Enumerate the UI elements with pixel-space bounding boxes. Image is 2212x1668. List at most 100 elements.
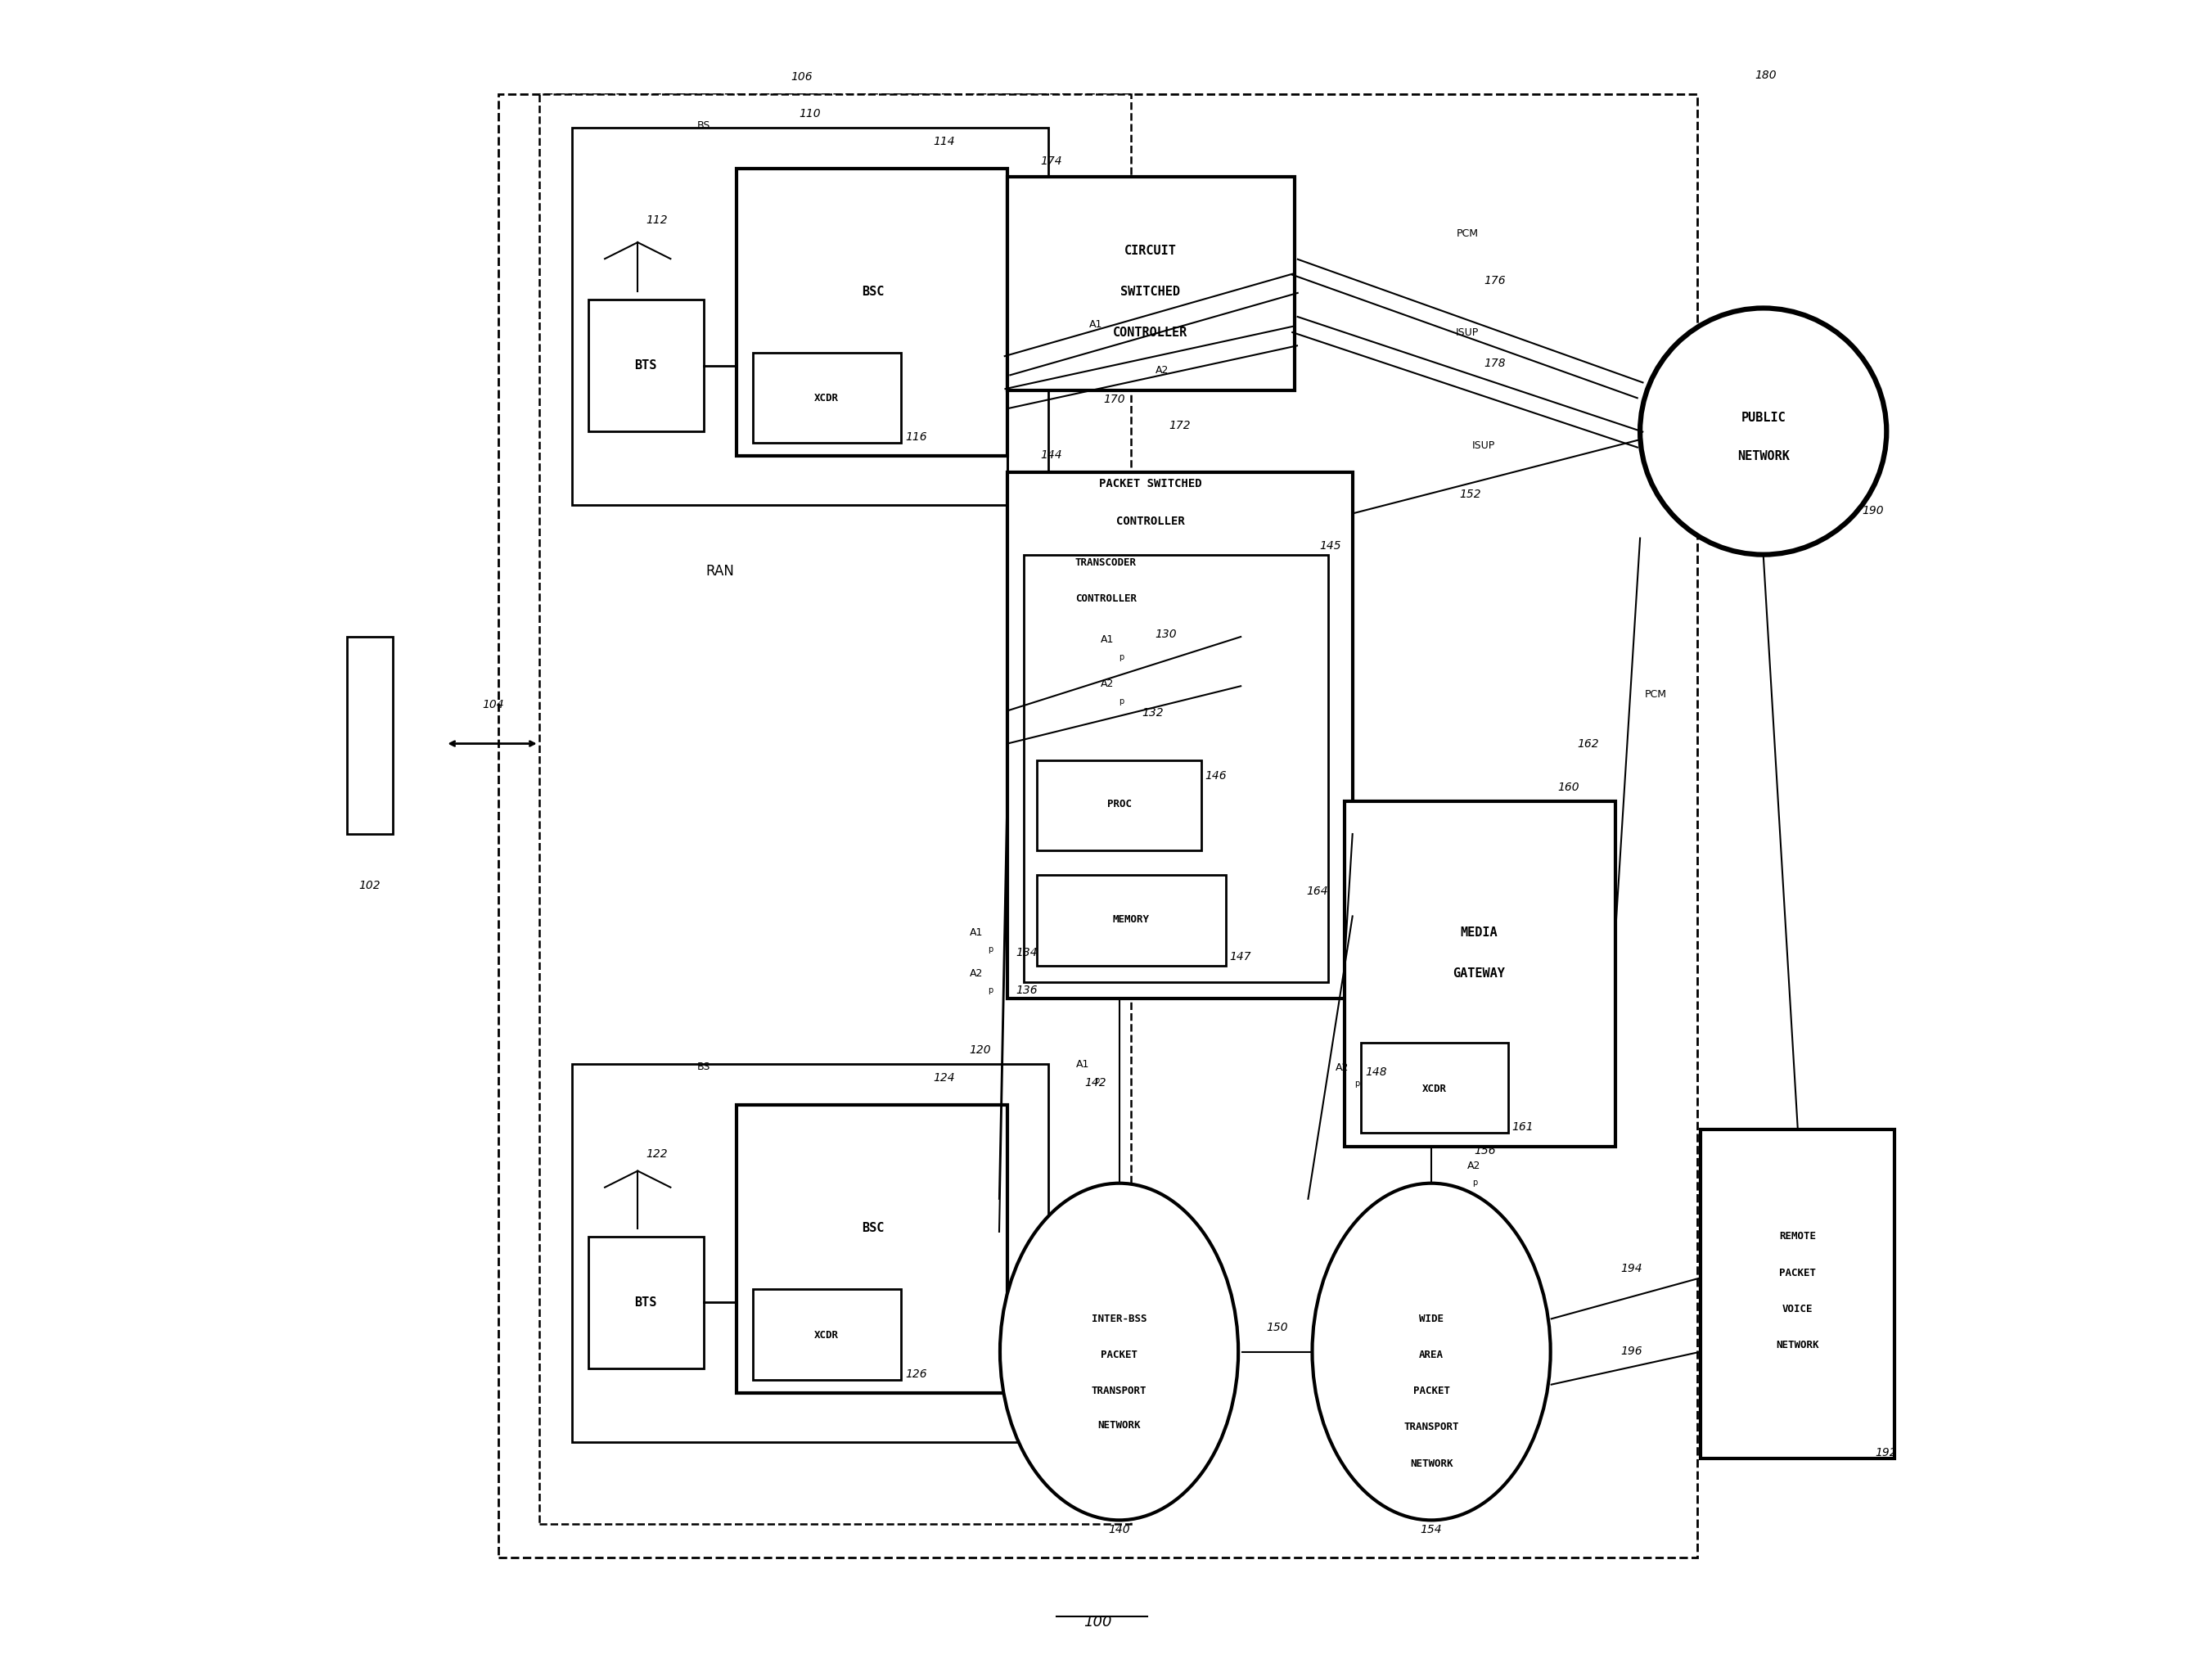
Text: 114: 114 [933, 135, 956, 147]
Text: BSC: BSC [860, 285, 885, 299]
Text: 144: 144 [1040, 449, 1062, 460]
Text: 140: 140 [1108, 1525, 1130, 1536]
Text: p: p [1119, 697, 1124, 706]
Text: p: p [989, 986, 993, 994]
Text: BTS: BTS [635, 360, 657, 372]
Text: 145: 145 [1321, 540, 1340, 552]
Text: p: p [1095, 1076, 1099, 1084]
Text: MEDIA: MEDIA [1460, 926, 1498, 939]
Text: A2: A2 [1467, 1161, 1480, 1171]
Text: 174: 174 [1040, 155, 1062, 167]
Text: 147: 147 [1230, 951, 1252, 962]
Text: 164: 164 [1305, 886, 1327, 897]
Text: 146: 146 [1206, 771, 1225, 781]
Text: TRANSPORT: TRANSPORT [1091, 1386, 1146, 1396]
Text: CONTROLLER: CONTROLLER [1075, 594, 1137, 604]
Text: 126: 126 [905, 1368, 927, 1379]
Text: AREA: AREA [1420, 1349, 1444, 1361]
Text: p: p [1354, 1079, 1358, 1088]
FancyBboxPatch shape [540, 95, 1130, 1525]
Text: 160: 160 [1557, 781, 1579, 792]
Text: 100: 100 [1084, 1615, 1113, 1630]
FancyBboxPatch shape [347, 637, 394, 834]
Text: VOICE: VOICE [1783, 1304, 1814, 1314]
Text: 116: 116 [905, 432, 927, 444]
Text: 152: 152 [1460, 489, 1482, 500]
Text: BS: BS [697, 1061, 710, 1073]
FancyBboxPatch shape [752, 1289, 900, 1379]
Text: BSC: BSC [860, 1223, 885, 1234]
Text: p: p [1473, 1178, 1478, 1186]
Text: BTS: BTS [635, 1296, 657, 1308]
Text: CONTROLLER: CONTROLLER [1113, 327, 1188, 339]
Text: 156: 156 [1473, 1144, 1495, 1156]
Text: PACKET: PACKET [1778, 1268, 1816, 1278]
Text: 190: 190 [1863, 505, 1885, 517]
Text: A2: A2 [1102, 679, 1115, 689]
Text: 112: 112 [646, 215, 668, 225]
FancyBboxPatch shape [1006, 472, 1352, 999]
Text: BS: BS [697, 120, 710, 130]
Text: WIDE: WIDE [1420, 1313, 1444, 1324]
Text: NETWORK: NETWORK [1097, 1421, 1141, 1431]
Text: 172: 172 [1170, 420, 1190, 432]
Text: A2: A2 [1336, 1063, 1349, 1073]
FancyBboxPatch shape [588, 1236, 703, 1368]
Text: A1: A1 [1088, 319, 1104, 330]
Text: PACKET: PACKET [1102, 1349, 1137, 1361]
Text: ISUP: ISUP [1455, 327, 1480, 337]
FancyBboxPatch shape [1006, 177, 1294, 390]
FancyBboxPatch shape [1701, 1129, 1896, 1458]
Text: A2: A2 [1155, 365, 1168, 375]
FancyBboxPatch shape [752, 352, 900, 444]
FancyBboxPatch shape [1345, 801, 1615, 1146]
Text: INTER-BSS: INTER-BSS [1091, 1313, 1146, 1324]
Text: 161: 161 [1511, 1121, 1533, 1133]
Text: A1: A1 [1077, 1059, 1091, 1069]
FancyBboxPatch shape [1360, 1042, 1509, 1133]
FancyBboxPatch shape [573, 1064, 1048, 1443]
Text: XCDR: XCDR [814, 394, 838, 404]
Text: 110: 110 [799, 108, 821, 118]
Text: TRANSCODER: TRANSCODER [1075, 557, 1137, 569]
Text: 134: 134 [1015, 947, 1037, 957]
Circle shape [1639, 309, 1887, 555]
Text: PACKET: PACKET [1413, 1386, 1449, 1396]
FancyBboxPatch shape [737, 168, 1006, 455]
Text: 104: 104 [482, 699, 504, 711]
Text: CONTROLLER: CONTROLLER [1117, 515, 1186, 527]
Text: 120: 120 [969, 1044, 991, 1056]
Text: p: p [989, 946, 993, 952]
Text: NETWORK: NETWORK [1776, 1339, 1818, 1351]
Text: p: p [1119, 654, 1124, 662]
Ellipse shape [1000, 1183, 1239, 1520]
Text: 106: 106 [792, 72, 812, 83]
FancyBboxPatch shape [588, 300, 703, 432]
Text: 154: 154 [1420, 1525, 1442, 1536]
Text: RAN: RAN [706, 564, 734, 579]
Text: XCDR: XCDR [1422, 1084, 1447, 1094]
Text: REMOTE: REMOTE [1778, 1231, 1816, 1243]
Text: 136: 136 [1015, 984, 1037, 996]
Text: GATEWAY: GATEWAY [1453, 967, 1504, 979]
Text: 194: 194 [1621, 1263, 1644, 1274]
Text: PROC: PROC [1106, 799, 1130, 809]
Text: 162: 162 [1577, 737, 1599, 749]
Text: 192: 192 [1876, 1448, 1898, 1458]
Text: 130: 130 [1155, 629, 1177, 641]
Text: NETWORK: NETWORK [1736, 450, 1790, 462]
Text: 124: 124 [933, 1073, 956, 1084]
Text: 180: 180 [1754, 70, 1776, 82]
Text: PCM: PCM [1646, 689, 1668, 699]
Text: PACKET SWITCHED: PACKET SWITCHED [1099, 479, 1201, 490]
Text: 142: 142 [1084, 1078, 1106, 1089]
Text: NETWORK: NETWORK [1409, 1458, 1453, 1470]
Text: 150: 150 [1265, 1323, 1287, 1334]
Text: 170: 170 [1104, 394, 1126, 405]
Text: CIRCUIT: CIRCUIT [1124, 245, 1177, 257]
Text: 176: 176 [1484, 275, 1506, 287]
FancyBboxPatch shape [1037, 876, 1225, 966]
Text: PCM: PCM [1455, 229, 1478, 239]
FancyBboxPatch shape [1037, 761, 1201, 851]
Text: 132: 132 [1141, 707, 1164, 719]
